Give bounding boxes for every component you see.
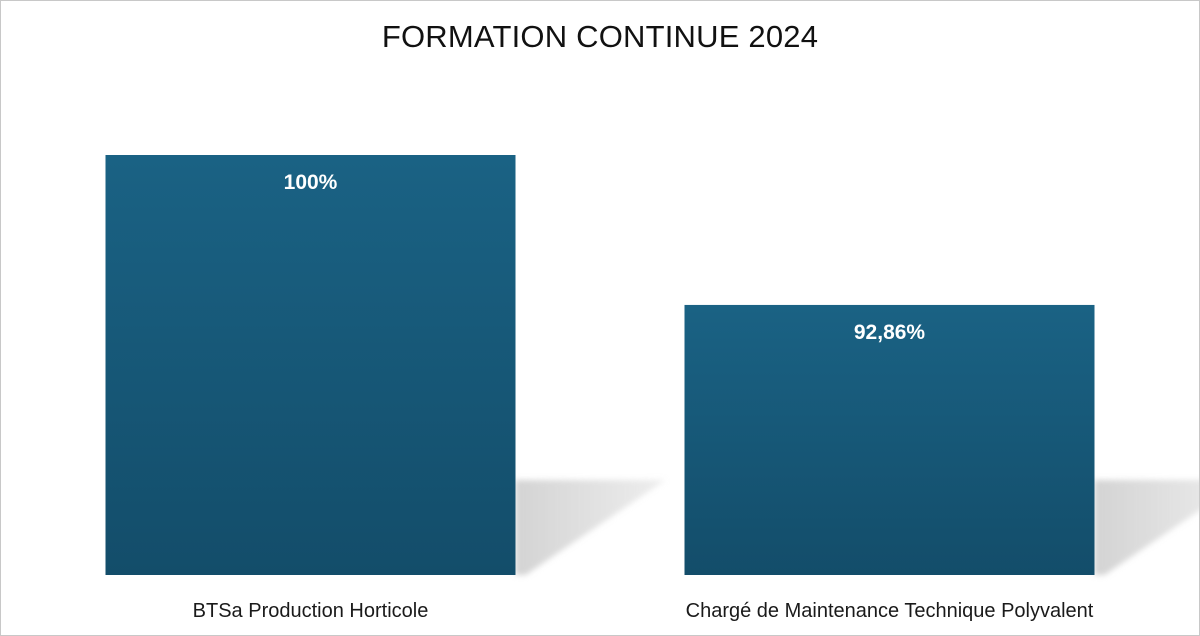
category-label-1: BTSa Production Horticole — [193, 600, 429, 622]
chart-title: FORMATION CONTINUE 2024 — [381, 19, 819, 54]
category-label-2: Chargé de Maintenance Technique Polyvale… — [686, 600, 1094, 622]
bar-1 — [105, 155, 516, 575]
bar-shadow — [1094, 480, 1199, 575]
bar-shadow — [515, 480, 666, 575]
data-label-2: 92,86% — [854, 321, 926, 344]
bar-2 — [684, 304, 1095, 575]
data-label-1: 100% — [284, 171, 338, 194]
